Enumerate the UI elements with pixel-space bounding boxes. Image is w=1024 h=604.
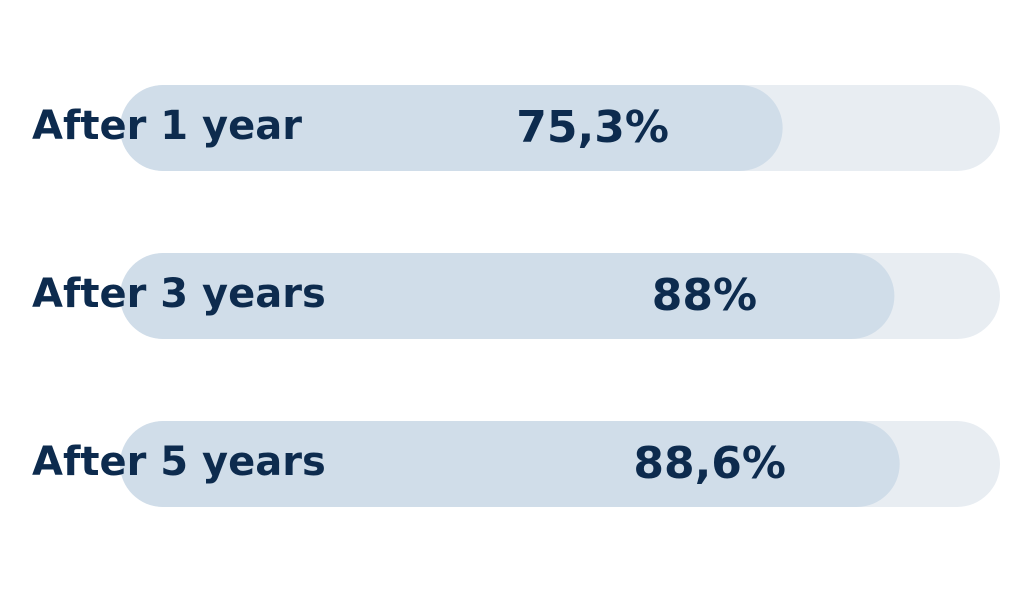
bar — [120, 85, 783, 171]
bar — [120, 421, 900, 507]
value-label: 75,3% — [516, 102, 669, 153]
category-label: After 3 years — [32, 271, 326, 317]
category-label: After 1 year — [32, 103, 302, 149]
bar — [120, 253, 895, 339]
value-label: 88,6% — [633, 438, 786, 489]
category-label: After 5 years — [32, 439, 326, 485]
value-label: 88% — [652, 270, 757, 321]
